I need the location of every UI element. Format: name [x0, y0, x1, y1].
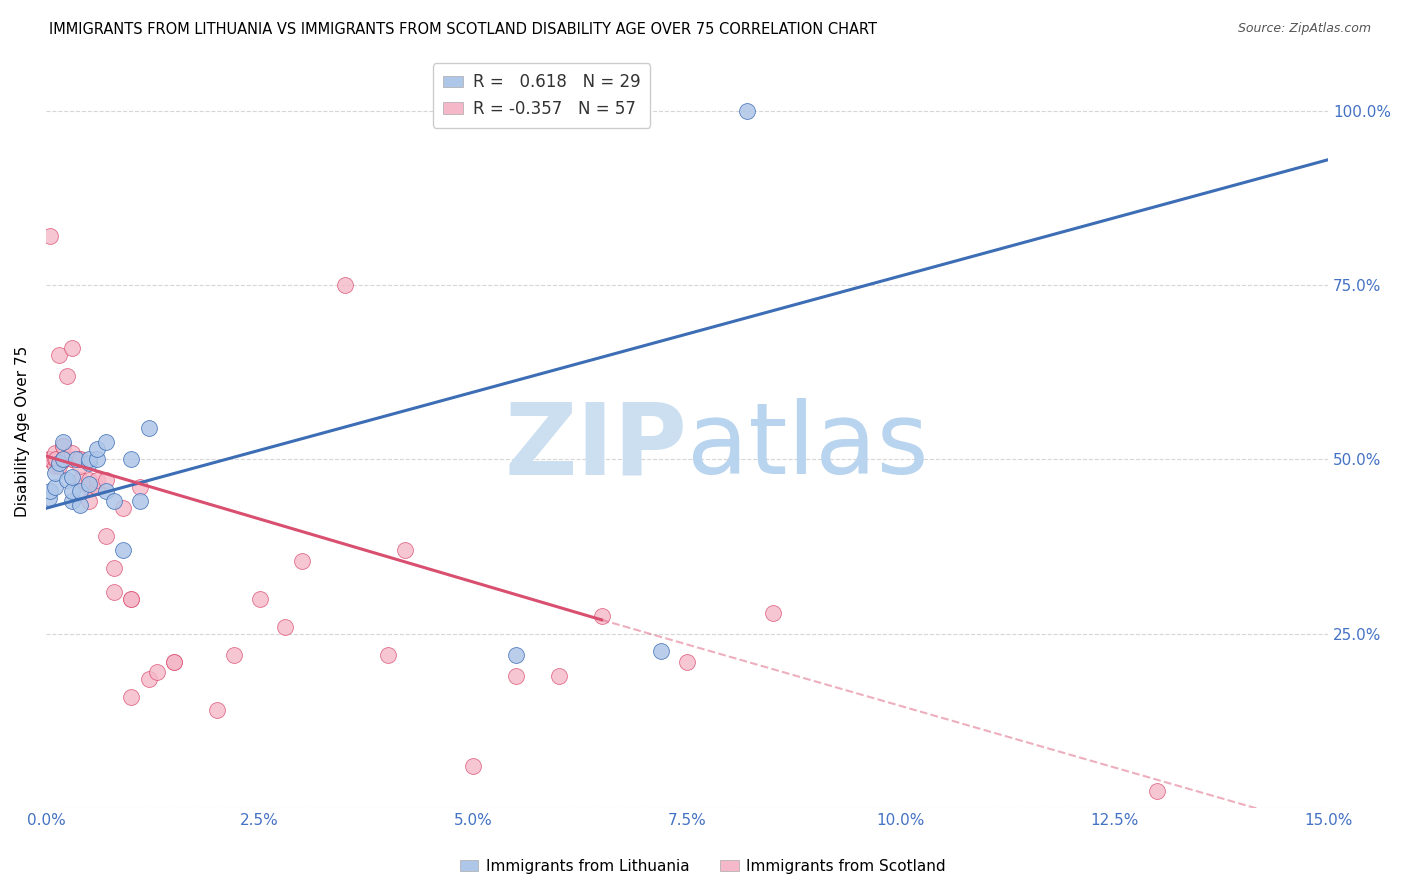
Point: [77, 494, 100, 508]
Point: [77, 456, 100, 470]
Point: [94, 529, 117, 543]
Point: [60, 452, 83, 467]
Point: [45, 452, 67, 467]
Text: ZIP: ZIP: [505, 398, 688, 495]
Point: [77, 480, 100, 494]
Point: [163, 655, 186, 669]
Text: Source: ZipAtlas.com: Source: ZipAtlas.com: [1237, 22, 1371, 36]
Point: [111, 543, 134, 558]
Point: [761, 606, 783, 620]
Point: [56, 368, 79, 383]
Legend: R =   0.618   N = 29, R = -0.357   N = 57: R = 0.618 N = 29, R = -0.357 N = 57: [433, 63, 650, 128]
Point: [77, 452, 100, 467]
Point: [48, 459, 70, 474]
Point: [163, 655, 186, 669]
Point: [94, 474, 117, 488]
Point: [129, 480, 152, 494]
Point: [69, 483, 91, 498]
Point: [650, 644, 672, 658]
Point: [1146, 783, 1168, 797]
Point: [138, 421, 160, 435]
Point: [222, 648, 245, 662]
Point: [146, 665, 169, 680]
Y-axis label: Disability Age Over 75: Disability Age Over 75: [15, 346, 30, 517]
Point: [60, 470, 83, 484]
Point: [60, 445, 83, 459]
Point: [44, 459, 66, 474]
Point: [52, 438, 75, 452]
Point: [60, 483, 83, 498]
Point: [38, 452, 60, 467]
Point: [69, 452, 91, 467]
Point: [377, 648, 399, 662]
Point: [39, 452, 62, 467]
Point: [44, 445, 66, 459]
Point: [60, 494, 83, 508]
Point: [735, 103, 758, 118]
Point: [333, 278, 356, 293]
Point: [103, 585, 125, 599]
Point: [39, 229, 62, 244]
Point: [52, 452, 75, 467]
Point: [138, 672, 160, 686]
Point: [94, 435, 117, 450]
Point: [44, 467, 66, 481]
Point: [676, 655, 699, 669]
Legend: Immigrants from Lithuania, Immigrants from Scotland: Immigrants from Lithuania, Immigrants fr…: [454, 853, 952, 880]
Point: [77, 474, 100, 488]
Point: [111, 501, 134, 516]
Point: [86, 452, 108, 467]
Point: [547, 668, 569, 682]
Point: [52, 452, 75, 467]
Point: [505, 648, 527, 662]
Point: [591, 609, 613, 624]
Point: [205, 703, 228, 717]
Point: [274, 620, 297, 634]
Point: [48, 348, 70, 362]
Point: [52, 438, 75, 452]
Point: [53, 452, 76, 467]
Point: [52, 435, 75, 450]
Point: [86, 480, 108, 494]
Point: [38, 491, 60, 505]
Point: [69, 459, 91, 474]
Point: [69, 452, 91, 467]
Text: atlas: atlas: [688, 398, 929, 495]
Point: [463, 759, 485, 773]
Point: [103, 560, 125, 574]
Point: [120, 591, 142, 606]
Point: [60, 452, 83, 467]
Point: [77, 476, 100, 491]
Point: [65, 452, 87, 467]
Point: [103, 494, 125, 508]
Point: [69, 474, 91, 488]
Point: [129, 494, 152, 508]
Point: [39, 483, 62, 498]
Point: [60, 341, 83, 355]
Point: [86, 480, 108, 494]
Point: [291, 553, 314, 567]
Point: [48, 456, 70, 470]
Point: [120, 452, 142, 467]
Point: [52, 452, 75, 467]
Point: [69, 498, 91, 512]
Point: [120, 591, 142, 606]
Point: [94, 483, 117, 498]
Point: [86, 474, 108, 488]
Point: [120, 690, 142, 704]
Point: [56, 474, 79, 488]
Text: IMMIGRANTS FROM LITHUANIA VS IMMIGRANTS FROM SCOTLAND DISABILITY AGE OVER 75 COR: IMMIGRANTS FROM LITHUANIA VS IMMIGRANTS …: [49, 22, 877, 37]
Point: [249, 591, 271, 606]
Point: [505, 668, 527, 682]
Point: [86, 442, 108, 456]
Point: [44, 480, 66, 494]
Point: [44, 452, 66, 467]
Point: [394, 543, 416, 558]
